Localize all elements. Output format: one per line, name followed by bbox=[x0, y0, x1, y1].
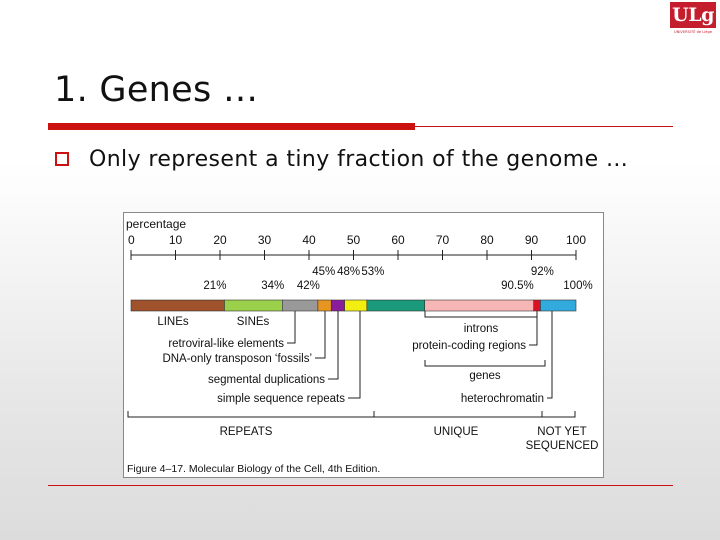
bracket-unique bbox=[373, 411, 543, 418]
bar-segment-sines bbox=[224, 299, 283, 312]
leader-simple-repeats bbox=[348, 311, 361, 399]
label-sequenced: SEQUENCED bbox=[526, 440, 599, 452]
percent-label: 53% bbox=[361, 266, 384, 278]
axis-ticks: 0 10 20 30 40 50 60 70 80 90 100 bbox=[128, 233, 586, 260]
figure-caption: Figure 4–17. Molecular Biology of the Ce… bbox=[127, 463, 380, 475]
percent-label: 90.5% bbox=[501, 280, 534, 292]
bracket-introns bbox=[424, 311, 538, 318]
label-simple-repeats: simple sequence repeats bbox=[217, 393, 345, 405]
percent-labels: 21% 34% 42% 45% 48% 53% 90.5% 92% 100% bbox=[203, 266, 592, 292]
leader-protein-coding bbox=[529, 317, 538, 346]
bar-segment-heterochromatin bbox=[533, 299, 541, 312]
title-rule-thick bbox=[48, 123, 415, 130]
genome-composition-figure: percentage 0 10 20 30 40 50 60 70 80 90 100 21% 34%… bbox=[123, 212, 604, 478]
leader-retroviral bbox=[287, 311, 296, 344]
bar-segment-simple-sequence-repeats bbox=[344, 299, 368, 312]
label-sines: SINEs bbox=[237, 316, 270, 328]
percent-label: 100% bbox=[563, 280, 592, 292]
bracket-repeats bbox=[127, 411, 375, 418]
university-logo: ULg UNIVERSITÉ de Liège bbox=[670, 2, 716, 36]
leader-heterochromatin bbox=[547, 311, 553, 399]
label-genes: genes bbox=[469, 370, 501, 382]
axis-title: percentage bbox=[126, 217, 186, 231]
tick-label: 60 bbox=[391, 233, 405, 247]
bar-segment-introns bbox=[366, 299, 426, 312]
tick-label: 90 bbox=[525, 233, 539, 247]
label-heterochromatin: heterochromatin bbox=[461, 393, 544, 405]
percent-label: 48% bbox=[337, 266, 360, 278]
label-segmental: segmental duplications bbox=[208, 374, 325, 386]
logo-subtitle: UNIVERSITÉ de Liège bbox=[674, 30, 712, 34]
tick-label: 20 bbox=[213, 233, 227, 247]
tick-label: 100 bbox=[566, 233, 586, 247]
bar-segment-dna-only-transposon-fossils bbox=[317, 299, 332, 312]
tick-label: 40 bbox=[302, 233, 316, 247]
leader-segmental bbox=[328, 311, 339, 380]
label-not-yet: NOT YET bbox=[537, 426, 586, 438]
label-introns: introns bbox=[464, 323, 499, 335]
bullet-text: Only represent a tiny fraction of the ge… bbox=[89, 147, 629, 172]
stacked-bar bbox=[130, 299, 577, 312]
tick-label: 30 bbox=[258, 233, 272, 247]
slide-title: 1. Genes … bbox=[54, 70, 259, 110]
label-repeats: REPEATS bbox=[220, 426, 273, 438]
logo-mark: ULg bbox=[670, 2, 716, 28]
bracket-not-yet bbox=[541, 411, 576, 418]
genome-chart: percentage 0 10 20 30 40 50 60 70 80 90 100 21% 34%… bbox=[126, 217, 599, 475]
percent-label: 34% bbox=[261, 280, 284, 292]
leader-lines bbox=[127, 311, 576, 418]
footer-rule bbox=[48, 485, 673, 486]
label-dna-fossils: DNA-only transposon ‘fossils’ bbox=[162, 353, 312, 365]
label-lines: LINEs bbox=[157, 316, 189, 328]
percent-label: 45% bbox=[312, 266, 335, 278]
tick-label: 0 bbox=[128, 233, 135, 247]
bullet-square-icon bbox=[55, 152, 69, 166]
percent-label: 42% bbox=[297, 280, 320, 292]
leader-dna-fossils bbox=[315, 311, 326, 359]
percent-label: 92% bbox=[531, 266, 554, 278]
tick-label: 70 bbox=[436, 233, 450, 247]
bar-segment-not-yet-sequenced bbox=[540, 299, 577, 312]
tick-label: 80 bbox=[480, 233, 494, 247]
label-protein-coding: protein-coding regions bbox=[412, 340, 526, 352]
tick-label: 50 bbox=[347, 233, 361, 247]
tick-label: 10 bbox=[169, 233, 183, 247]
bar-segment-retroviral-like-elements bbox=[282, 299, 319, 312]
label-retroviral: retroviral-like elements bbox=[168, 338, 284, 350]
bracket-genes bbox=[424, 360, 546, 367]
label-unique: UNIQUE bbox=[434, 426, 479, 438]
bar-segment-lines bbox=[130, 299, 225, 312]
bar-segment-protein-coding-regions bbox=[424, 299, 535, 312]
percent-label: 21% bbox=[203, 280, 226, 292]
bar-segment-segmental-duplications bbox=[330, 299, 345, 312]
